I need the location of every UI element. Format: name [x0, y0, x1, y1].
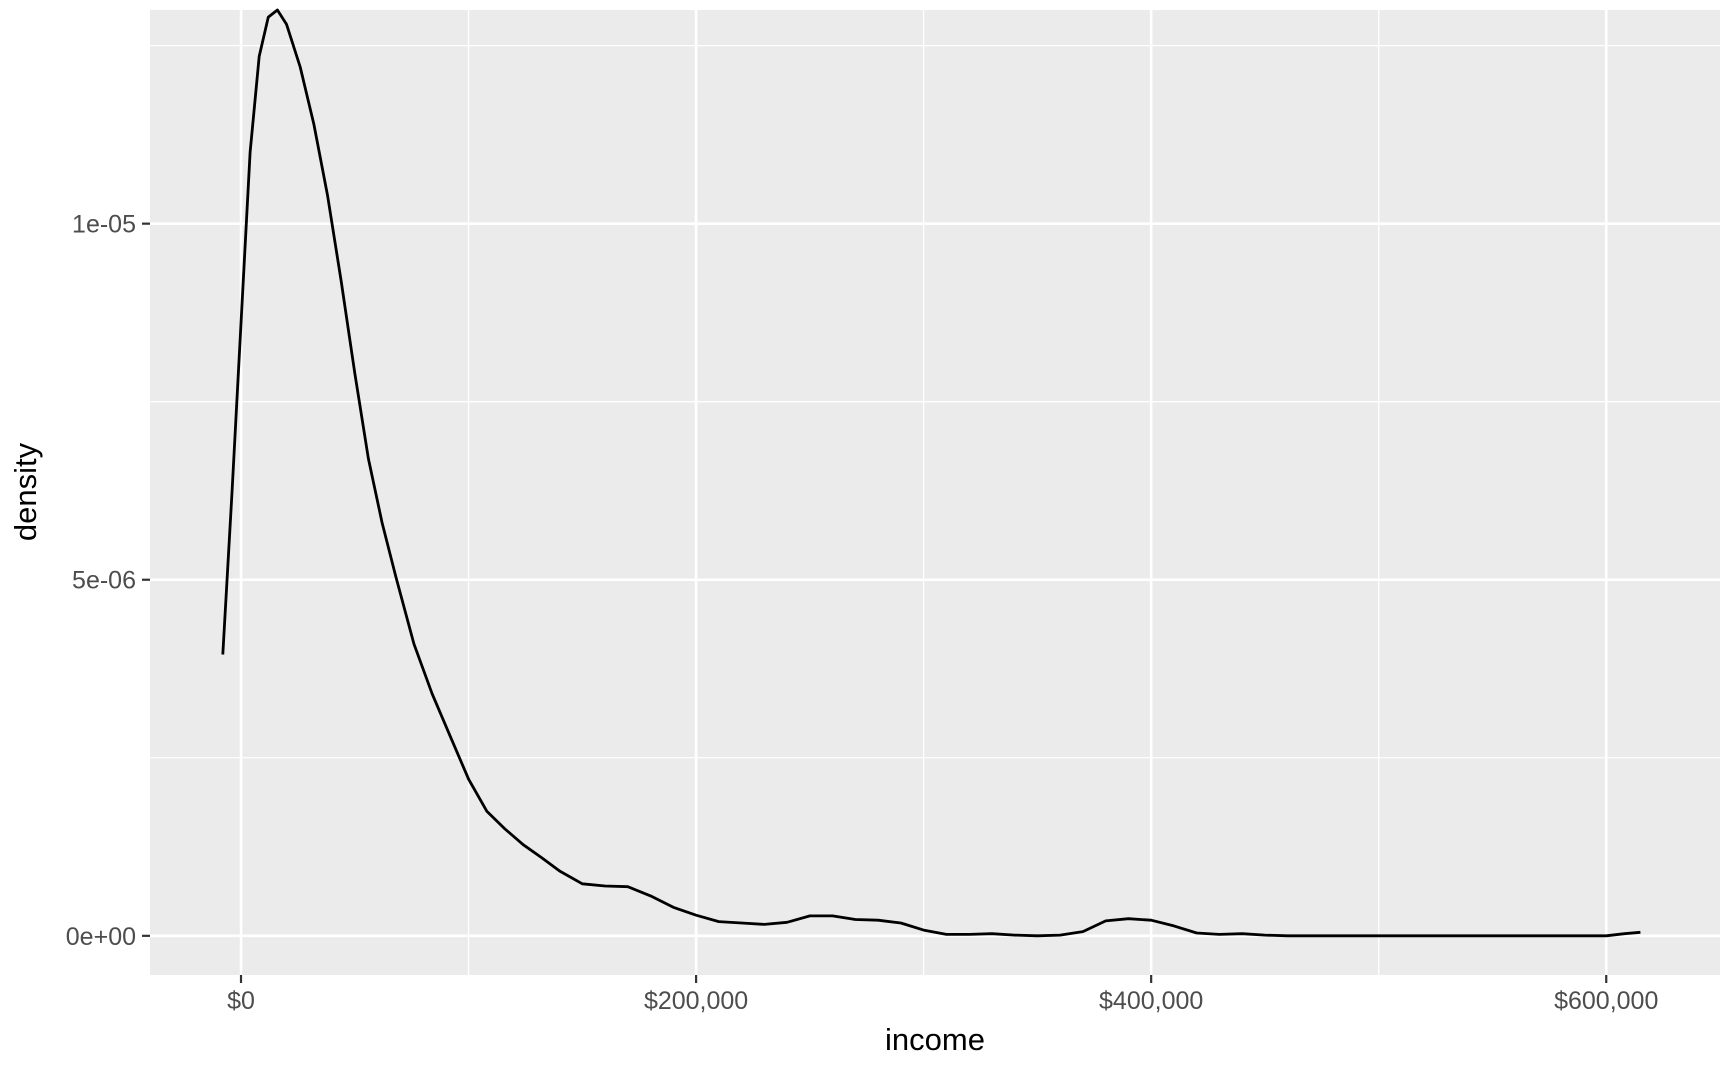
- y-axis-title: density: [8, 442, 43, 541]
- y-tick-label: 0e+00: [66, 923, 136, 951]
- y-tick-label: 5e-06: [72, 567, 136, 595]
- y-axis-ticks: 0e+00 5e-06 1e-05: [66, 211, 150, 951]
- x-tick-label: $0: [227, 987, 255, 1015]
- x-tick-label: $200,000: [644, 987, 748, 1015]
- y-tick-label: 1e-05: [72, 211, 136, 239]
- density-line: [221, 8, 1641, 938]
- minor-gridlines: [150, 10, 1720, 975]
- x-tick-label: $400,000: [1099, 987, 1203, 1015]
- x-axis-title: income: [885, 1022, 985, 1057]
- x-axis-ticks: $0 $200,000 $400,000 $600,000: [227, 975, 1658, 1015]
- panel-background: [150, 10, 1720, 975]
- major-gridlines: [150, 10, 1720, 975]
- x-tick-label: $600,000: [1554, 987, 1658, 1015]
